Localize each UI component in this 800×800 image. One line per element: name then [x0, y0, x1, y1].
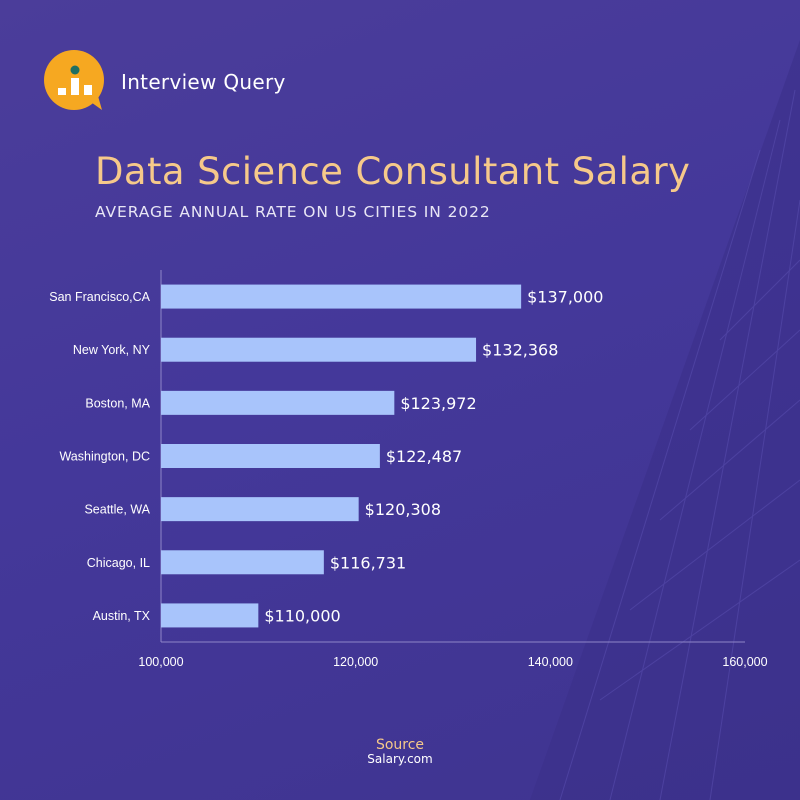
bar: [161, 550, 324, 575]
source-label: Source: [375, 737, 425, 753]
value-label: $110,000: [264, 606, 340, 625]
value-label: $132,368: [482, 341, 558, 360]
category-label: Boston, MA: [85, 396, 150, 410]
category-label: Washington, DC: [59, 450, 150, 464]
chart-title: Data Science Consultant Salary: [95, 150, 691, 193]
x-tick-label: 100,000: [138, 655, 183, 669]
building-grid: [559, 89, 800, 800]
category-label: Seattle, WA: [84, 503, 150, 517]
bar: [161, 337, 477, 362]
interview-query-logo-icon: [44, 50, 104, 110]
building-shape: [530, 40, 800, 800]
bar: [161, 444, 380, 468]
value-label: $116,731: [330, 553, 406, 572]
value-label: $137,000: [527, 288, 603, 307]
value-label: $123,972: [400, 394, 476, 413]
value-label: $122,487: [386, 447, 462, 466]
category-label: San Francisco,CA: [49, 290, 150, 304]
bar: [161, 497, 359, 522]
bar: [161, 390, 395, 415]
category-label: New York, NY: [73, 343, 151, 357]
category-label: Chicago, IL: [87, 556, 150, 570]
chart-subtitle: AVERAGE ANNUAL RATE ON US CITIES IN 2022: [95, 203, 491, 221]
category-label: Austin, TX: [93, 609, 151, 623]
value-label: $120,308: [365, 500, 441, 519]
source-site: Salary.com: [367, 752, 433, 766]
bar: [161, 284, 522, 309]
x-tick-label: 160,000: [722, 655, 767, 669]
bar: [161, 603, 259, 628]
brand-name: Interview Query: [121, 70, 286, 94]
x-tick-label: 120,000: [333, 655, 378, 669]
x-tick-label: 140,000: [528, 655, 573, 669]
